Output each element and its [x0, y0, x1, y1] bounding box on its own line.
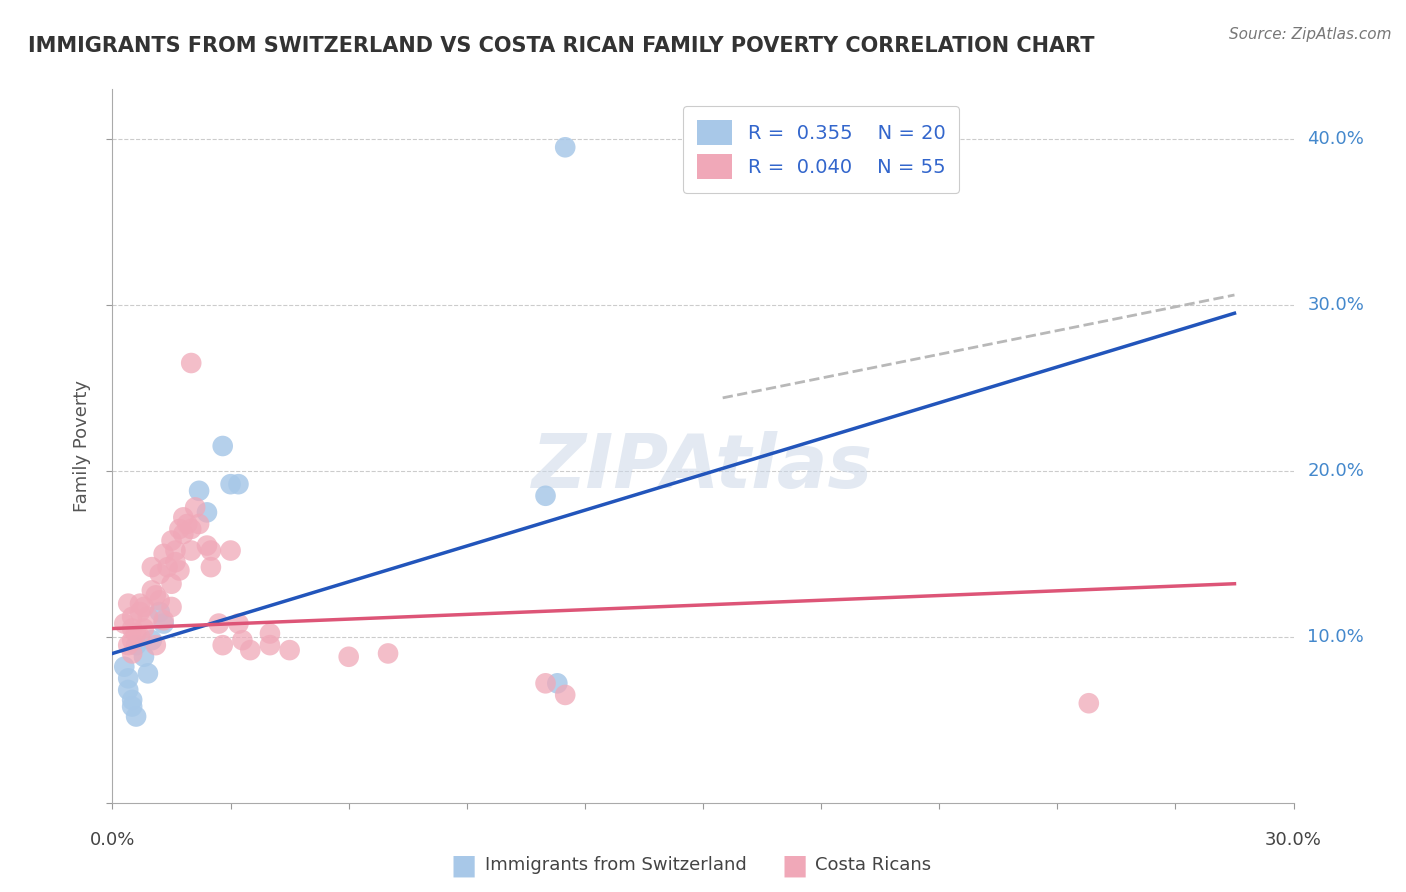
- Point: [121, 610, 143, 624]
- Point: [160, 599, 183, 614]
- Point: [152, 547, 174, 561]
- Point: [231, 633, 253, 648]
- Point: [132, 599, 155, 614]
- Text: 10.0%: 10.0%: [1308, 628, 1364, 646]
- Point: [125, 626, 148, 640]
- Point: [180, 356, 202, 370]
- Point: [125, 638, 148, 652]
- Point: [121, 633, 143, 648]
- Point: [121, 699, 143, 714]
- Point: [132, 622, 155, 636]
- Point: [377, 647, 399, 661]
- Point: [200, 560, 222, 574]
- Point: [546, 676, 568, 690]
- Point: [534, 489, 557, 503]
- Point: [152, 613, 174, 627]
- Text: 40.0%: 40.0%: [1308, 130, 1364, 148]
- Point: [188, 483, 211, 498]
- Point: [125, 709, 148, 723]
- Text: ■: ■: [451, 851, 477, 880]
- Point: [121, 622, 143, 636]
- Point: [188, 516, 211, 531]
- Point: [132, 649, 155, 664]
- Point: [121, 647, 143, 661]
- Point: [156, 560, 179, 574]
- Point: [152, 616, 174, 631]
- Point: [211, 638, 233, 652]
- Point: [219, 477, 242, 491]
- Point: [136, 610, 159, 624]
- Text: Source: ZipAtlas.com: Source: ZipAtlas.com: [1229, 27, 1392, 42]
- Text: 30.0%: 30.0%: [1265, 830, 1322, 848]
- Point: [169, 564, 191, 578]
- Text: Immigrants from Switzerland: Immigrants from Switzerland: [485, 856, 747, 874]
- Point: [180, 543, 202, 558]
- Point: [337, 649, 360, 664]
- Point: [136, 666, 159, 681]
- Point: [200, 543, 222, 558]
- Point: [160, 576, 183, 591]
- Point: [117, 638, 139, 652]
- Point: [172, 510, 194, 524]
- Point: [239, 643, 262, 657]
- Text: 0.0%: 0.0%: [90, 830, 135, 848]
- Point: [117, 671, 139, 685]
- Point: [141, 633, 163, 648]
- Text: ZIPAtlas: ZIPAtlas: [533, 431, 873, 504]
- Point: [259, 638, 281, 652]
- Point: [219, 543, 242, 558]
- Point: [228, 477, 250, 491]
- Text: 20.0%: 20.0%: [1308, 462, 1364, 480]
- Point: [117, 682, 139, 697]
- Point: [259, 626, 281, 640]
- Point: [278, 643, 301, 657]
- Point: [145, 588, 167, 602]
- Point: [121, 693, 143, 707]
- Point: [141, 560, 163, 574]
- Y-axis label: Family Poverty: Family Poverty: [73, 380, 91, 512]
- Point: [195, 539, 218, 553]
- Point: [554, 688, 576, 702]
- Point: [1077, 696, 1099, 710]
- Legend: R =  0.355    N = 20, R =  0.040    N = 55: R = 0.355 N = 20, R = 0.040 N = 55: [683, 106, 959, 193]
- Point: [554, 140, 576, 154]
- Point: [149, 566, 172, 581]
- Point: [129, 597, 152, 611]
- Text: 30.0%: 30.0%: [1308, 296, 1364, 314]
- Point: [165, 555, 187, 569]
- Point: [129, 605, 152, 619]
- Point: [176, 516, 198, 531]
- Point: [195, 505, 218, 519]
- Text: Costa Ricans: Costa Ricans: [815, 856, 932, 874]
- Point: [145, 638, 167, 652]
- Point: [149, 593, 172, 607]
- Point: [141, 583, 163, 598]
- Point: [534, 676, 557, 690]
- Point: [184, 500, 207, 515]
- Point: [208, 616, 231, 631]
- Point: [165, 543, 187, 558]
- Point: [172, 527, 194, 541]
- Point: [112, 659, 135, 673]
- Point: [160, 533, 183, 548]
- Text: ■: ■: [782, 851, 807, 880]
- Point: [117, 597, 139, 611]
- Point: [180, 522, 202, 536]
- Point: [129, 630, 152, 644]
- Point: [149, 605, 172, 619]
- Point: [228, 616, 250, 631]
- Text: IMMIGRANTS FROM SWITZERLAND VS COSTA RICAN FAMILY POVERTY CORRELATION CHART: IMMIGRANTS FROM SWITZERLAND VS COSTA RIC…: [28, 36, 1095, 55]
- Point: [211, 439, 233, 453]
- Point: [169, 522, 191, 536]
- Point: [112, 616, 135, 631]
